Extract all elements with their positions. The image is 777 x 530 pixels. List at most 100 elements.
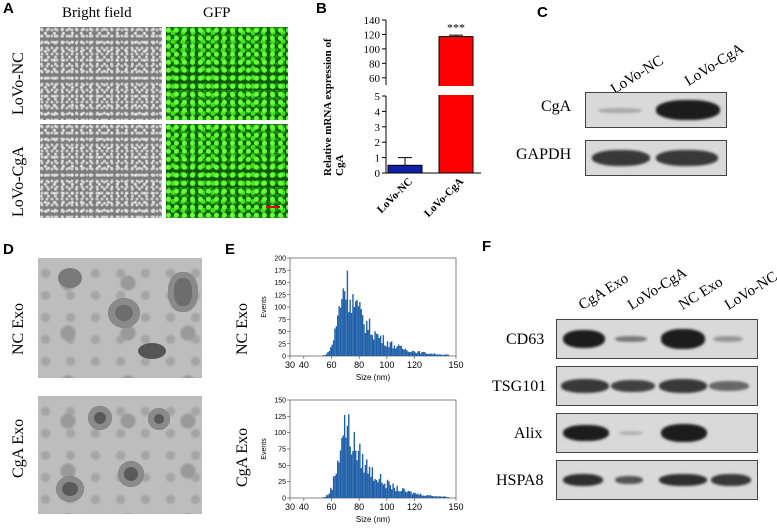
histogram-bar bbox=[352, 294, 354, 356]
panel-f-blot-tsg101 bbox=[556, 366, 758, 406]
histogram-bar bbox=[341, 437, 343, 498]
histogram-bar bbox=[338, 306, 340, 356]
histogram-bar bbox=[410, 351, 412, 356]
histogram-bar bbox=[424, 495, 426, 498]
histogram-bar bbox=[421, 351, 423, 356]
histogram-bar bbox=[443, 496, 445, 498]
histogram-bar bbox=[325, 495, 328, 498]
histogram-bar bbox=[402, 348, 404, 356]
axis-break bbox=[384, 86, 484, 95]
histogram-bar bbox=[363, 324, 365, 356]
blot-band bbox=[563, 474, 603, 486]
y-tick-label: 80 bbox=[369, 58, 381, 70]
panel-c-lane-label-cga: LoVo-CgA bbox=[682, 40, 747, 90]
histogram-bar bbox=[413, 492, 415, 498]
histogram-bar bbox=[404, 491, 407, 498]
blot-band bbox=[619, 431, 643, 435]
histogram-bar bbox=[431, 353, 433, 356]
histogram-bar bbox=[346, 425, 349, 498]
histogram-bar bbox=[328, 493, 331, 498]
x-tick-label: 100 bbox=[379, 502, 394, 512]
histogram-bar bbox=[399, 491, 401, 498]
vesicle bbox=[88, 406, 112, 430]
x-tick-label: 80 bbox=[354, 360, 364, 370]
histogram-bar bbox=[363, 472, 365, 498]
vesicle bbox=[58, 268, 82, 288]
histogram-bar bbox=[447, 354, 450, 356]
histogram-bar bbox=[331, 489, 333, 498]
histogram-bar bbox=[385, 488, 387, 498]
histogram-bar bbox=[425, 353, 427, 356]
histogram-bar bbox=[389, 485, 391, 498]
histogram-bar bbox=[324, 355, 326, 356]
histogram-bar bbox=[366, 459, 368, 498]
histogram-bar bbox=[382, 484, 385, 498]
histogram-bar bbox=[420, 353, 422, 356]
x-axis-label: Size (nm) bbox=[356, 373, 391, 382]
y-tick-label: 75 bbox=[278, 447, 286, 454]
histogram-bar bbox=[442, 496, 444, 498]
panel-e-histogram-cga: 0 25 50 75 100 125 150 30 40 60 80 100 120 150 Size (n… bbox=[261, 398, 464, 525]
histogram-bar bbox=[359, 443, 361, 498]
histogram-bar bbox=[443, 354, 445, 356]
y-tick-label: 150 bbox=[274, 280, 286, 287]
x-tick-label: 150 bbox=[448, 502, 463, 512]
x-tick-label: LoVo-CgA bbox=[422, 176, 466, 220]
panel-e-row-label-cga: CgA Exo bbox=[234, 427, 251, 487]
panel-f-protein-cd63: CD63 bbox=[506, 331, 545, 348]
histogram-bar bbox=[353, 431, 356, 498]
panel-f-blot-hspa8 bbox=[556, 460, 758, 500]
y-tick-label: 125 bbox=[274, 414, 286, 421]
histogram-bar bbox=[421, 495, 423, 498]
panel-f-lane-label-cga-exo: CgA Exo bbox=[576, 270, 632, 314]
histogram-bar bbox=[388, 481, 390, 498]
histogram-bar bbox=[393, 487, 396, 498]
x-axis-label: Size (nm) bbox=[356, 515, 391, 524]
histogram-bar bbox=[349, 299, 351, 356]
histogram-bar bbox=[414, 493, 416, 498]
histogram-bar bbox=[429, 495, 432, 498]
histogram-bar bbox=[447, 497, 450, 498]
histogram-bar bbox=[368, 318, 371, 356]
x-tick-label: 120 bbox=[407, 502, 422, 512]
histogram-bar bbox=[411, 350, 414, 356]
histogram-bar bbox=[342, 288, 344, 356]
histogram-bar bbox=[364, 464, 367, 498]
histogram-bar bbox=[408, 491, 411, 498]
histogram-bar bbox=[444, 496, 447, 498]
histogram-bar bbox=[432, 354, 434, 356]
y-tick-label: 50 bbox=[278, 463, 286, 470]
y-tick-label: 120 bbox=[364, 29, 381, 41]
histogram-bar bbox=[330, 347, 332, 356]
panel-a-row-label-nc: LoVo-NC bbox=[10, 52, 27, 115]
x-tick-label: 30 bbox=[285, 360, 295, 370]
y-tick-label: 200 bbox=[274, 256, 286, 263]
histogram-bar bbox=[357, 306, 360, 356]
x-tick-label: 80 bbox=[354, 502, 364, 512]
histogram-bar bbox=[444, 354, 447, 356]
blot-band bbox=[563, 330, 605, 348]
histogram-bar bbox=[407, 490, 409, 498]
blot-band bbox=[711, 474, 751, 486]
blot-band bbox=[661, 424, 707, 442]
histogram-bar bbox=[368, 466, 371, 498]
histogram-bar bbox=[334, 328, 336, 356]
histogram-bar bbox=[323, 355, 325, 356]
histogram-bar bbox=[415, 494, 418, 498]
histogram-bar bbox=[360, 467, 362, 498]
panel-a-row-label-cga: LoVo-CgA bbox=[10, 146, 27, 217]
bright-field-image-cga bbox=[40, 124, 162, 218]
histogram-bar bbox=[395, 348, 397, 356]
histogram-bar bbox=[339, 450, 342, 498]
histogram-bar bbox=[343, 291, 346, 356]
blot-band bbox=[598, 108, 642, 113]
histogram-bar bbox=[367, 473, 369, 498]
histogram-bar bbox=[324, 496, 326, 498]
panel-a-letter: A bbox=[3, 0, 14, 17]
histogram-bar bbox=[411, 494, 414, 498]
histogram-bar bbox=[446, 497, 448, 498]
histogram-bar bbox=[431, 495, 433, 498]
histogram-bar bbox=[406, 350, 408, 356]
panel-e-histogram-nc: 0 25 50 75 100 125 150 175 200 30 40 60 80 100 120 150 S… bbox=[261, 256, 464, 383]
histogram-bar bbox=[384, 345, 386, 356]
